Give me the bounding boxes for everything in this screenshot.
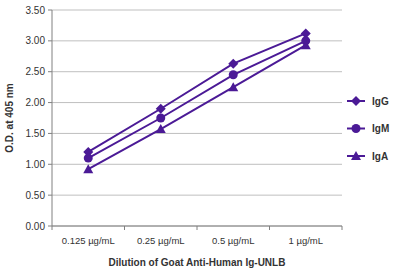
grid-line xyxy=(52,10,342,11)
y-tick-label: 3.00 xyxy=(26,35,46,46)
y-tick-label: 2.50 xyxy=(26,66,46,77)
x-tick xyxy=(342,226,343,230)
y-tick-label: 3.50 xyxy=(26,5,46,16)
x-tick xyxy=(124,226,125,230)
legend-label: IgM xyxy=(372,123,389,134)
grid-line xyxy=(52,71,342,72)
grid-line xyxy=(52,133,342,134)
series-line xyxy=(88,45,306,169)
series-line xyxy=(88,41,306,158)
plot-area xyxy=(83,28,311,173)
x-tick xyxy=(52,226,53,230)
point xyxy=(156,114,165,123)
point xyxy=(229,70,238,79)
y-axis xyxy=(52,10,53,226)
legend-label: IgA xyxy=(372,151,388,162)
point xyxy=(156,104,166,114)
chart: 0.00 0.50 1.00 1.50 2.00 2.50 3.00 3.50 0.125 µg… xyxy=(0,0,400,275)
point xyxy=(83,164,93,173)
legend-marker xyxy=(351,151,361,160)
y-tick xyxy=(48,133,52,134)
grid-line xyxy=(52,102,342,103)
point xyxy=(228,82,238,91)
point xyxy=(228,59,238,69)
x-tick xyxy=(197,226,198,230)
y-tick-label: 0.50 xyxy=(26,190,46,201)
x-axis-label: Dilution of Goat Anti-Human Ig-UNLB xyxy=(109,257,286,268)
y-tick xyxy=(48,226,52,227)
point xyxy=(156,124,166,133)
x-tick xyxy=(269,226,270,230)
y-tick xyxy=(48,164,52,165)
y-tick xyxy=(48,10,52,11)
x-tick-label: 1 µg/mL xyxy=(288,235,323,246)
point xyxy=(84,154,93,163)
y-tick-label: 1.00 xyxy=(26,159,46,170)
y-tick xyxy=(48,102,52,103)
y-axis-label: O.D. at 405 nm xyxy=(4,83,15,153)
series-line xyxy=(88,33,306,151)
y-tick-label: 2.00 xyxy=(26,97,46,108)
y-tick-label: 1.50 xyxy=(26,128,46,139)
grid-line xyxy=(52,195,342,196)
y-tick xyxy=(48,71,52,72)
y-tick-label: 0.00 xyxy=(26,221,46,232)
grid-line xyxy=(52,40,342,41)
legend: IgG IgM IgA xyxy=(347,96,389,162)
point xyxy=(301,40,311,49)
legend-label: IgG xyxy=(372,96,389,107)
x-tick-label: 0.25 µg/mL xyxy=(137,235,185,246)
x-tick-label: 0.5 µg/mL xyxy=(212,235,254,246)
legend-marker xyxy=(351,96,361,106)
legend-marker xyxy=(352,124,361,133)
y-tick xyxy=(48,195,52,196)
y-tick xyxy=(48,40,52,41)
x-tick-label: 0.125 µg/mL xyxy=(62,235,115,246)
